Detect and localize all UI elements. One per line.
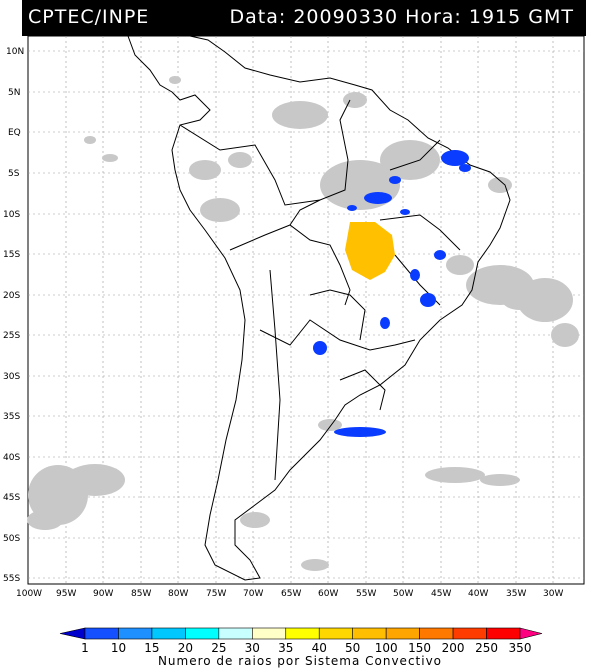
colorbar-swatch <box>385 627 420 640</box>
colorbar-swatch <box>486 627 521 640</box>
lon-label: 65W <box>281 589 301 599</box>
lon-label: 100W <box>16 589 42 599</box>
lon-label: 60W <box>318 589 338 599</box>
colorbar-swatch <box>59 627 86 640</box>
lon-label: 95W <box>56 589 76 599</box>
storm-orange-cluster <box>345 222 395 280</box>
lat-label: 5N <box>8 88 20 98</box>
lon-label: 75W <box>206 589 226 599</box>
storm-systems <box>313 150 471 437</box>
colorbar-label: 250 <box>475 641 498 655</box>
colorbar-swatch <box>252 627 287 640</box>
lat-label: 10N <box>6 47 24 57</box>
lat-label: 20S <box>3 291 20 301</box>
colorbar-title: Numero de raios por Sistema Convectivo <box>157 654 443 668</box>
lat-label: 40S <box>3 453 20 463</box>
header-bar: CPTEC/INPE Data: 20090330 Hora: 1915 GMT <box>22 0 586 36</box>
lat-label: 55S <box>3 574 20 584</box>
colorbar-label: 30 <box>245 641 260 655</box>
colorbar-label: 350 <box>509 641 532 655</box>
colorbar-label: 15 <box>144 641 159 655</box>
date-time-title: Data: 20090330 Hora: 1915 GMT <box>229 6 574 28</box>
colorbar-swatch <box>84 627 119 640</box>
colorbar-swatch <box>419 627 454 640</box>
colorbar-label: 150 <box>408 641 431 655</box>
colorbar-swatch <box>352 627 387 640</box>
lon-label: 50W <box>393 589 413 599</box>
lat-label: 50S <box>3 534 20 544</box>
lon-label: 90W <box>93 589 113 599</box>
colorbar-label: 50 <box>345 641 360 655</box>
lat-label: 10S <box>3 210 20 220</box>
coastlines <box>127 35 511 581</box>
lon-label: 30W <box>543 589 563 599</box>
colorbar-label: 40 <box>312 641 327 655</box>
colorbar-swatch <box>218 627 253 640</box>
lon-label: 40W <box>468 589 488 599</box>
colorbar-swatch <box>519 627 543 640</box>
colorbar-swatch <box>285 627 320 640</box>
lat-label: 35S <box>3 412 20 422</box>
lon-label: 35W <box>506 589 526 599</box>
colorbar-swatch <box>185 627 220 640</box>
colorbar-label: 100 <box>375 641 398 655</box>
colorbar <box>59 627 543 640</box>
colorbar-swatch <box>452 627 487 640</box>
colorbar-label: 20 <box>178 641 193 655</box>
lon-label: 70W <box>243 589 263 599</box>
lon-label: 85W <box>131 589 151 599</box>
colorbar-label: 25 <box>211 641 226 655</box>
colorbar-swatch <box>318 627 353 640</box>
colorbar-swatch <box>118 627 153 640</box>
agency-title: CPTEC/INPE <box>28 6 150 28</box>
colorbar-label: 35 <box>278 641 293 655</box>
lat-label: 45S <box>3 493 20 503</box>
colorbar-label: 200 <box>442 641 465 655</box>
colorbar-swatch <box>151 627 186 640</box>
colorbar-label: 1 <box>81 641 89 655</box>
lon-label: 45W <box>431 589 451 599</box>
lon-label: 80W <box>168 589 188 599</box>
lon-label: 55W <box>356 589 376 599</box>
lat-label: 5S <box>8 169 20 179</box>
lat-label: 25S <box>3 331 20 341</box>
lat-label: 30S <box>3 372 20 382</box>
lat-label: EQ <box>8 128 21 138</box>
lat-label: 15S <box>3 250 20 260</box>
colorbar-label: 10 <box>111 641 126 655</box>
